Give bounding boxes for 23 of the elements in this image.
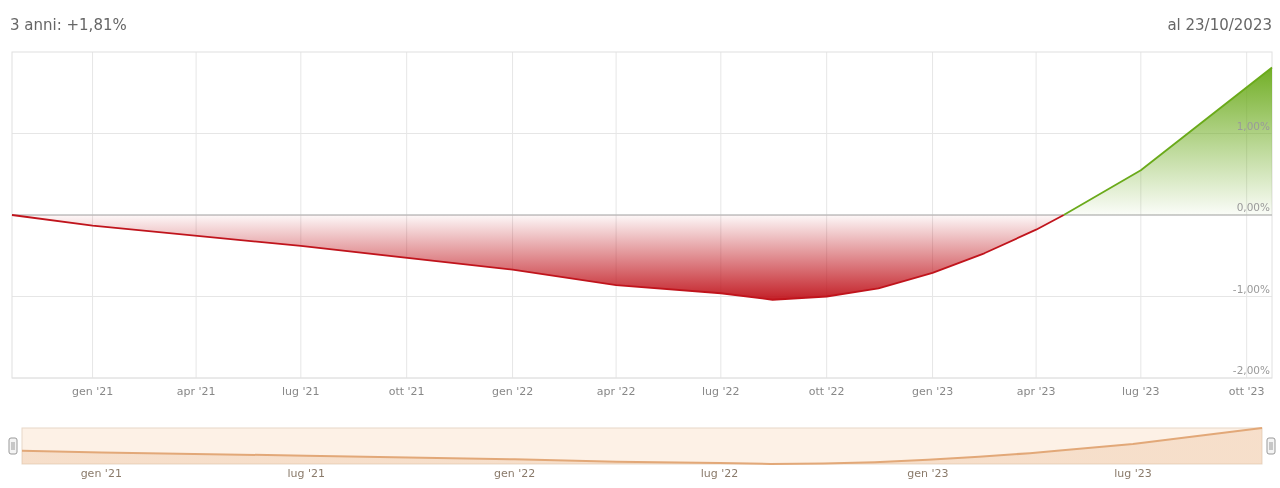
x-tick-label: apr '23 [1016, 385, 1056, 398]
y-tick-label: -1,00% [1232, 282, 1271, 295]
x-tick-label: lug '21 [282, 385, 320, 398]
x-tick-label: lug '21 [287, 467, 325, 480]
x-tick-label: lug '23 [1114, 467, 1152, 480]
y-tick-label: 0,00% [1236, 201, 1271, 213]
x-tick-label: lug '22 [700, 467, 739, 480]
x-tick-label: gen '23 [911, 385, 954, 398]
x-tick-label: apr '21 [176, 385, 216, 398]
x-tick-label: lug '22 [702, 385, 740, 398]
text: al 23/10/2023 [1167, 16, 1272, 34]
x-tick-label: gen '21 [71, 385, 114, 398]
x-tick-label: ott '21 [388, 385, 425, 398]
x-tick-label: gen '22 [493, 467, 536, 480]
x-tick-label: gen '21 [80, 467, 122, 480]
x-tick-label: gen '22 [491, 385, 534, 398]
x-tick-label: lug '23 [1122, 385, 1160, 398]
x-tick-label: gen '23 [907, 467, 949, 480]
x-tick-label: ott '23 [1228, 385, 1265, 398]
chart-title: 3 anni: +1,81% [10, 16, 127, 34]
x-tick-label: ott '22 [808, 385, 845, 398]
y-tick-label: -2,00% [1232, 364, 1271, 376]
x-tick-label: apr '22 [596, 385, 636, 398]
